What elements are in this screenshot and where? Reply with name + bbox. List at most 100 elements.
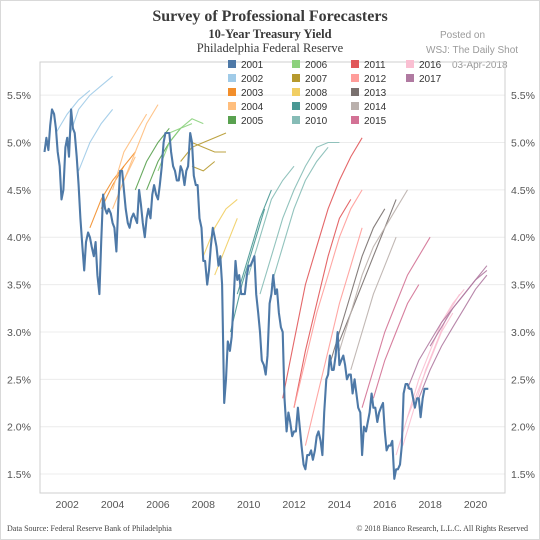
- legend-swatch-2015: [351, 116, 359, 124]
- legend-swatch-2005: [228, 116, 236, 124]
- forecast-line-2008: [202, 198, 238, 257]
- legend-item-2010: 2010: [292, 116, 328, 127]
- legend-item-2017: 2017: [406, 74, 442, 85]
- forecast-line-2002: [78, 109, 114, 172]
- legend-swatch-2007: [292, 74, 300, 82]
- forecast-line-2017: [418, 274, 488, 399]
- x-tick-label: 2006: [146, 499, 170, 511]
- forecast-line-2006: [169, 118, 204, 134]
- legend-swatch-2009: [292, 102, 300, 110]
- legend-label-2006: 2006: [305, 60, 328, 71]
- legend-swatch-2016: [406, 60, 414, 68]
- y-tick-label-right: 4.5%: [511, 185, 535, 197]
- legend-item-2001: 2001: [228, 60, 264, 71]
- legend-swatch-2010: [292, 116, 300, 124]
- legend-swatch-2012: [351, 74, 359, 82]
- x-tick-label: 2018: [418, 499, 442, 511]
- footer-data-source: Data Source: Federal Reserve Bank of Phi…: [7, 524, 172, 533]
- forecast-line-2014: [338, 189, 408, 352]
- legend-label-2015: 2015: [364, 116, 387, 127]
- forecast-line-2006: [157, 123, 193, 172]
- y-tick-label-right: 2.5%: [511, 374, 535, 386]
- x-tick-label: 2016: [373, 499, 397, 511]
- legend-label-2003: 2003: [241, 88, 264, 99]
- legend-swatch-2004: [228, 102, 236, 110]
- legend-label-2009: 2009: [305, 102, 328, 113]
- forecast-line-2010: [270, 146, 329, 285]
- y-tick-label-right: 5.5%: [511, 90, 535, 102]
- chart-source-line: Philadelphia Federal Reserve: [196, 41, 344, 55]
- legend-label-2017: 2017: [419, 74, 442, 85]
- legend-item-2003: 2003: [228, 88, 264, 99]
- legend-item-2007: 2007: [292, 74, 328, 85]
- legend-label-2011: 2011: [364, 60, 386, 71]
- legend-swatch-2006: [292, 60, 300, 68]
- posted-date: 03-Apr-2018: [452, 60, 508, 71]
- y-tick-label-right: 1.5%: [511, 469, 535, 481]
- forecast-line-2012: [293, 189, 363, 408]
- posted-on-label: Posted on: [440, 30, 486, 41]
- forecast-line-2010: [248, 165, 295, 276]
- legend-item-2008: 2008: [292, 88, 328, 99]
- y-tick-label-left: 5.5%: [7, 90, 31, 102]
- forecast-line-2009: [229, 208, 266, 333]
- x-tick-label: 2014: [328, 499, 352, 511]
- forecast-line-2007: [191, 161, 216, 172]
- x-tick-label: 2020: [464, 499, 488, 511]
- legend-swatch-2002: [228, 74, 236, 82]
- legend-swatch-2017: [406, 74, 414, 82]
- y-tick-label-left: 4.5%: [7, 185, 31, 197]
- actual-yield-line: [43, 108, 429, 480]
- legend-label-2004: 2004: [241, 102, 264, 113]
- y-tick-label-left: 2.5%: [7, 374, 31, 386]
- forecast-line-2015: [372, 284, 420, 399]
- legend-swatch-2014: [351, 102, 359, 110]
- legend-label-2005: 2005: [241, 116, 264, 127]
- y-tick-label-right: 3.5%: [511, 280, 535, 292]
- forecast-line-2002: [55, 89, 91, 134]
- forecast-line-2016: [395, 288, 465, 456]
- y-tick-label-right: 3.0%: [511, 327, 535, 339]
- legend-swatch-2003: [228, 88, 236, 96]
- legend-label-2001: 2001: [241, 60, 264, 71]
- y-tick-label-right: 5.0%: [511, 138, 535, 150]
- legend-label-2008: 2008: [305, 88, 328, 99]
- forecast-line-2014: [350, 236, 397, 371]
- legend-swatch-2013: [351, 88, 359, 96]
- legend-label-2014: 2014: [364, 102, 387, 113]
- y-tick-label-right: 4.0%: [511, 232, 535, 244]
- forecast-line-2005: [134, 127, 170, 191]
- chart-subtitle: 10-Year Treasury Yield: [208, 27, 332, 41]
- forecast-line-2013: [338, 199, 397, 342]
- y-tick-label-right: 2.0%: [511, 422, 535, 434]
- y-tick-label-left: 4.0%: [7, 232, 31, 244]
- forecast-line-2010: [259, 141, 340, 295]
- forecast-line-2011: [282, 137, 363, 399]
- legend-item-2014: 2014: [351, 102, 387, 113]
- x-tick-label: 2012: [282, 499, 306, 511]
- y-tick-label-left: 5.0%: [7, 138, 31, 150]
- legend-label-2002: 2002: [241, 74, 264, 85]
- footer-copyright: © 2018 Bianco Research, L.L.C. All Right…: [356, 524, 528, 533]
- legend-swatch-2008: [292, 88, 300, 96]
- forecast-line-2003: [89, 165, 125, 229]
- forecast-line-2017: [429, 265, 488, 347]
- legend-item-2012: 2012: [351, 74, 387, 85]
- forecast-line-2002: [66, 75, 113, 143]
- x-tick-label: 2008: [192, 499, 216, 511]
- chart-title: Survey of Professional Forecasters: [152, 8, 388, 25]
- forecast-line-2015: [361, 236, 431, 408]
- forecast-line-2003: [100, 151, 136, 210]
- forecast-line-2004: [112, 113, 148, 191]
- y-tick-label-left: 3.0%: [7, 327, 31, 339]
- legend-swatch-2001: [228, 60, 236, 68]
- legend-label-2007: 2007: [305, 74, 328, 85]
- legend-label-2010: 2010: [305, 116, 328, 127]
- x-tick-label: 2010: [237, 499, 261, 511]
- posted-publication: WSJ: The Daily Shot: [426, 45, 519, 56]
- forecast-line-2012: [304, 227, 363, 446]
- forecast-line-2016: [402, 293, 461, 446]
- legend-item-2002: 2002: [228, 74, 264, 85]
- legend-swatch-2011: [351, 60, 359, 68]
